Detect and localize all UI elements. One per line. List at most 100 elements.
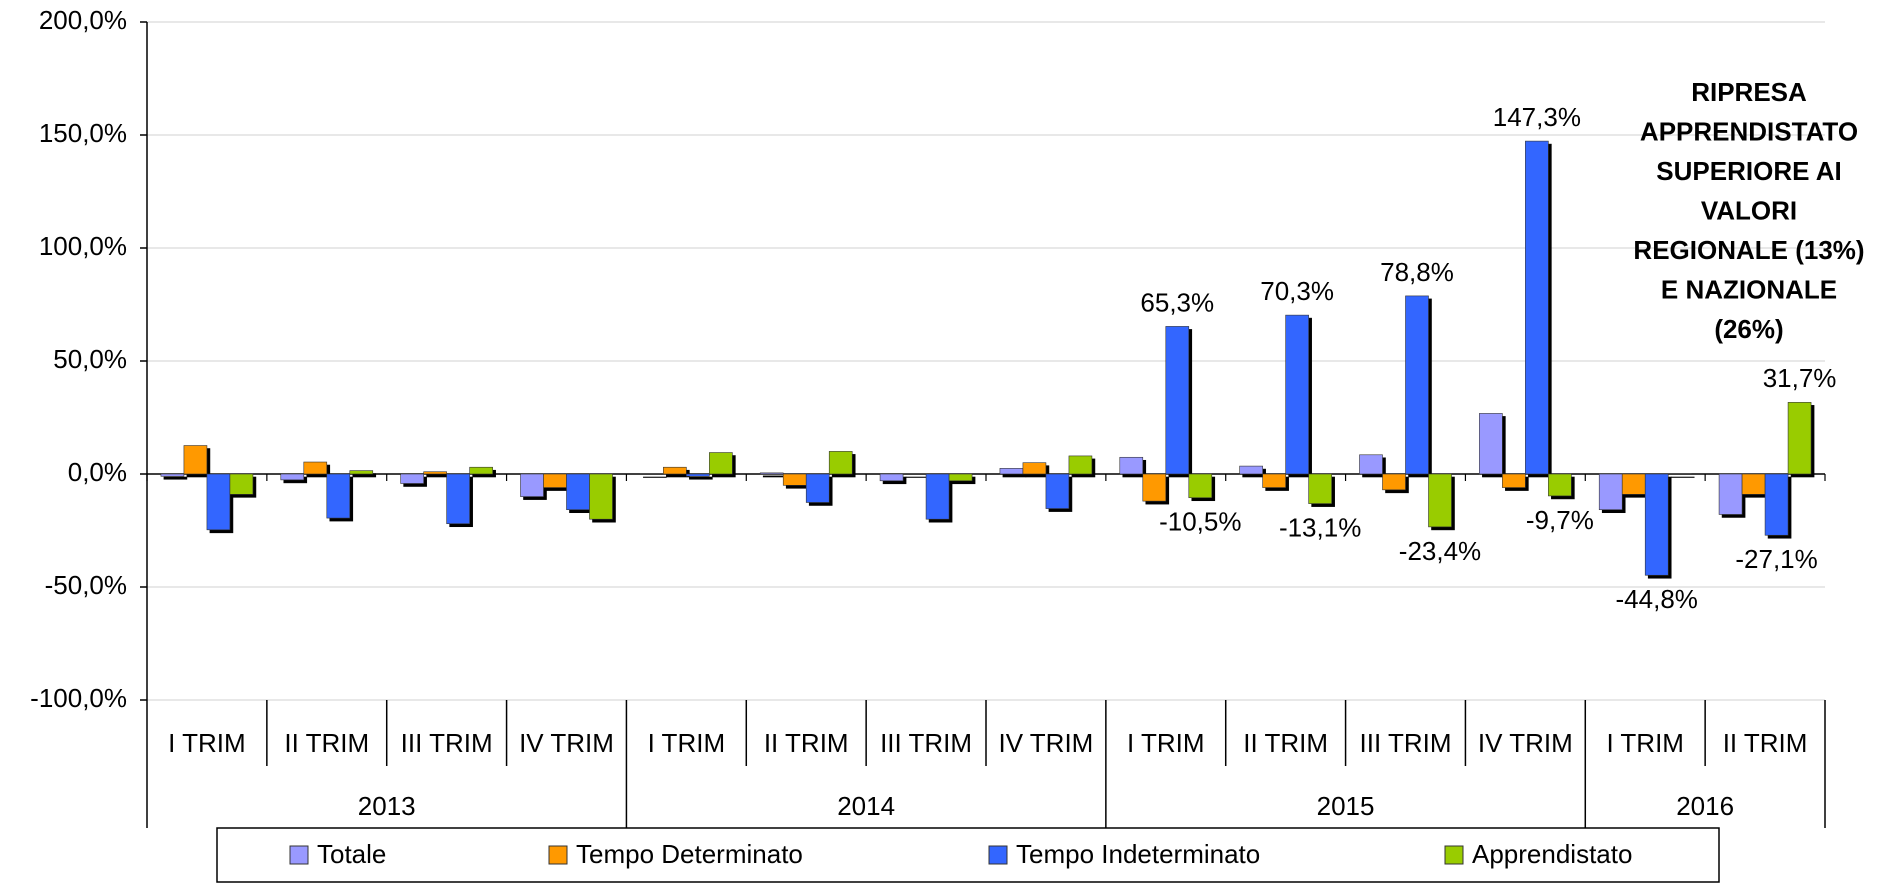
data-label: 31,7% [1763, 363, 1837, 393]
legend-label: Apprendistato [1472, 839, 1632, 869]
y-tick-label: -50,0% [45, 570, 127, 600]
year-label: 2013 [358, 791, 416, 821]
bar [520, 473, 544, 497]
bar [303, 461, 328, 475]
bar [326, 473, 351, 519]
x-tick-label: III TRIM [880, 728, 972, 758]
legend-swatch [548, 845, 568, 865]
bar [1428, 473, 1452, 528]
year-label: 2014 [837, 791, 895, 821]
bar [1525, 140, 1549, 475]
y-tick-label: 0,0% [68, 457, 127, 487]
data-label: 65,3% [1140, 287, 1214, 317]
bar [1787, 402, 1812, 475]
x-tick-label: III TRIM [1360, 728, 1452, 758]
bar [1119, 456, 1144, 475]
annotation: SUPERIORE AI [1656, 156, 1841, 186]
bar [879, 473, 904, 482]
bar [999, 468, 1024, 475]
bar [566, 473, 590, 511]
x-tick-label: IV TRIM [998, 728, 1093, 758]
x-tick-label: II TRIM [764, 728, 849, 758]
bar [1405, 295, 1429, 475]
bar [1621, 473, 1646, 495]
annotation: (26%) [1714, 314, 1783, 344]
legend-swatch [1444, 845, 1464, 865]
bar [1667, 473, 1692, 475]
bar [1022, 462, 1047, 475]
data-label: -9,7% [1526, 505, 1594, 535]
bar [1239, 465, 1263, 475]
bar [782, 473, 807, 486]
bar [589, 473, 613, 520]
data-label: -23,4% [1399, 536, 1481, 566]
bar [1502, 473, 1526, 488]
bar [1598, 473, 1623, 511]
bar [469, 466, 493, 475]
bar [1068, 455, 1093, 475]
bar [400, 473, 424, 484]
year-label: 2016 [1676, 791, 1734, 821]
bar [1764, 473, 1789, 536]
bar [663, 466, 687, 475]
bar [1479, 413, 1503, 475]
annotation: RIPRESA [1691, 77, 1807, 107]
x-tick-label: III TRIM [401, 728, 493, 758]
bar [349, 470, 374, 475]
bar [709, 452, 733, 475]
bar [1718, 473, 1743, 515]
bar [1308, 473, 1332, 504]
legend-label: Totale [317, 839, 386, 869]
bar [1741, 473, 1766, 495]
bar [759, 472, 784, 475]
y-tick-label: 200,0% [39, 5, 127, 35]
bar [1188, 473, 1213, 499]
bar [1382, 473, 1406, 491]
x-tick-label: I TRIM [168, 728, 246, 758]
bar [1359, 454, 1383, 475]
y-tick-label: 100,0% [39, 231, 127, 261]
legend-box [216, 827, 1720, 883]
data-label: -27,1% [1735, 544, 1817, 574]
bar [229, 473, 254, 495]
data-label: -13,1% [1279, 512, 1361, 542]
bar [902, 473, 927, 475]
legend-label: Tempo Indeterminato [1016, 839, 1260, 869]
annotation: REGIONALE (13%) [1633, 235, 1864, 265]
bar [160, 473, 185, 477]
legend-swatch [988, 845, 1008, 865]
bar [543, 473, 567, 488]
bar [1548, 473, 1572, 497]
x-tick-label: II TRIM [1723, 728, 1808, 758]
bar [686, 473, 710, 477]
annotation: E NAZIONALE [1661, 274, 1837, 304]
bar [206, 473, 231, 531]
x-tick-label: IV TRIM [1478, 728, 1573, 758]
x-tick-label: I TRIM [1606, 728, 1684, 758]
bar [1262, 473, 1286, 488]
bar [948, 473, 973, 482]
bar [183, 445, 208, 475]
data-label: -10,5% [1159, 507, 1241, 537]
y-tick-label: 50,0% [53, 344, 127, 374]
annotation: VALORI [1701, 195, 1797, 225]
bar [423, 471, 447, 475]
year-label: 2015 [1317, 791, 1375, 821]
legend-swatch [289, 845, 309, 865]
x-tick-label: I TRIM [648, 728, 726, 758]
x-tick-label: II TRIM [1243, 728, 1328, 758]
data-label: 147,3% [1493, 102, 1581, 132]
bar [828, 451, 853, 475]
bar [925, 473, 950, 520]
bar [446, 473, 470, 525]
annotation: APPRENDISTATO [1640, 116, 1858, 146]
data-label: 78,8% [1380, 257, 1454, 287]
data-label: 70,3% [1260, 276, 1334, 306]
data-label: -44,8% [1616, 584, 1698, 614]
y-tick-label: 150,0% [39, 118, 127, 148]
x-tick-label: I TRIM [1127, 728, 1205, 758]
bar [1165, 326, 1190, 475]
bar [1142, 473, 1167, 502]
y-tick-label: -100,0% [30, 683, 127, 713]
